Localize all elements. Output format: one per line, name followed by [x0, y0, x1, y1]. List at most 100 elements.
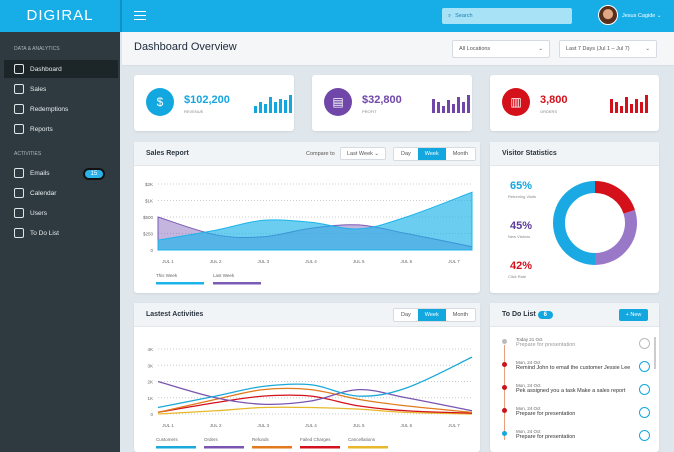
section-label: DATA & ANALYTICS: [14, 46, 60, 52]
calendar-icon: [14, 188, 24, 198]
todo-checkbox[interactable]: [639, 361, 650, 372]
x-tick-label: JUL 2: [210, 259, 222, 264]
todo-checkbox[interactable]: [639, 407, 650, 418]
stat-value: $102,200: [184, 94, 230, 106]
tab-day[interactable]: Day: [394, 309, 418, 321]
mini-bar: [457, 96, 460, 113]
todo-panel: To Do List 6 + New Today 21 Oct Prepare f…: [490, 303, 659, 452]
user-icon: [14, 208, 24, 218]
stat-value: 3,800: [540, 94, 568, 106]
sales-period-tabs: Day Week Month: [393, 147, 477, 161]
avatar[interactable]: [598, 5, 618, 25]
mini-bar: [640, 102, 643, 113]
sidebar-item-label: Dashboard: [30, 65, 62, 73]
mini-bar: [432, 98, 435, 113]
x-tick-label: JUL 5: [353, 259, 365, 264]
search-input[interactable]: ⌕ Search: [442, 8, 572, 24]
y-tick-label: $1K: [145, 199, 153, 204]
todo-item[interactable]: Today 21 Oct Prepare for presentation: [516, 337, 575, 348]
legend-swatch: [156, 282, 204, 285]
menu-icon[interactable]: [134, 11, 146, 20]
topbar: ⌕ Search Jesus Cagide ⌄: [120, 0, 674, 32]
sidebar-item-label: Sales: [30, 85, 47, 93]
mini-bar: [447, 100, 450, 113]
sidebar-item-calendar[interactable]: Calendar: [4, 184, 118, 202]
sidebar-item-users[interactable]: Users: [4, 204, 118, 222]
tag-icon: [14, 84, 24, 94]
new-todo-button[interactable]: + New: [619, 309, 648, 321]
sidebar-item-label: Redemptions: [30, 105, 69, 113]
x-tick-label: JUL 7: [448, 423, 460, 428]
mini-bar-chart: [432, 93, 472, 113]
mini-bar: [467, 95, 470, 113]
compare-value: Last Week: [347, 150, 373, 157]
compare-select[interactable]: Last Week ⌄: [340, 147, 386, 160]
legend-label: This Week: [156, 273, 178, 278]
series-line-customers: [157, 356, 473, 409]
sidebar-item-reports[interactable]: Reports: [4, 120, 118, 138]
todo-text: Remind John to email the customer Jessie…: [516, 365, 631, 371]
todo-text: Prepare for presentation: [516, 434, 576, 440]
legend-swatch: [348, 446, 388, 449]
series-line-failed-charges: [157, 394, 473, 414]
sidebar-item-label: Calendar: [30, 189, 57, 197]
todo-item[interactable]: Mon, 24 Oct Prepare for presentation: [516, 406, 575, 417]
stat-label: PROFIT: [362, 109, 377, 114]
panel-title: Visitor Statistics: [490, 142, 659, 166]
sidebar-item-to-do-list[interactable]: To Do List: [4, 224, 118, 242]
tab-month[interactable]: Month: [445, 309, 476, 321]
y-tick-label: 0: [150, 248, 153, 253]
date-range-select[interactable]: Last 7 Days (Jul 1 – Jul 7) ⌄: [559, 40, 657, 58]
sidebar-item-dashboard[interactable]: Dashboard: [4, 60, 118, 78]
legend-swatch: [252, 446, 292, 449]
bar-chart-icon: [14, 64, 24, 74]
todo-item[interactable]: Mon, 24 Oct Prepare for presentation: [516, 429, 575, 440]
todo-date: Mon, 24 Oct: [516, 429, 541, 434]
timeline-dot: [502, 431, 507, 436]
timeline-dot: [502, 362, 507, 367]
sidebar-item-sales[interactable]: Sales: [4, 80, 118, 98]
mini-bar: [452, 104, 455, 113]
activities-period-tabs: Day Week Month: [393, 308, 477, 322]
visitor-stat-label: Click Rate: [508, 274, 527, 279]
compare-label: Compare to: [306, 151, 335, 157]
sidebar-item-emails[interactable]: Emails: [4, 164, 118, 182]
chevron-down-icon: ⌄: [538, 46, 543, 52]
todo-checkbox[interactable]: [639, 430, 650, 441]
location-value: All Locations: [459, 46, 491, 52]
logo[interactable]: DIGIRAL: [0, 0, 120, 32]
clipboard-icon: ▥: [502, 88, 530, 116]
mini-bar: [645, 95, 648, 113]
visitor-statistics-panel: Visitor Statistics 65% Returning Visits 45…: [490, 142, 659, 293]
pie-icon: [14, 124, 24, 134]
tab-day[interactable]: Day: [394, 148, 418, 160]
range-value: Last 7 Days (Jul 1 – Jul 7): [566, 46, 630, 52]
tab-month[interactable]: Month: [445, 148, 476, 160]
todo-item[interactable]: Mon, 24 Oct Remind John to email the cust…: [516, 360, 630, 371]
timeline-line: [504, 345, 505, 440]
todo-date: Mon, 24 Oct: [516, 360, 541, 365]
todo-title: To Do List: [502, 311, 536, 318]
latest-activities-panel: Lastest Activities Day Week Month 0 1K 2K 3K 4…: [134, 303, 480, 452]
dollar-icon: [14, 104, 24, 114]
mini-bar: [264, 104, 267, 113]
todo-checkbox[interactable]: [639, 384, 650, 395]
tab-week[interactable]: Week: [417, 309, 446, 321]
mini-bar: [625, 96, 628, 113]
tab-week[interactable]: Week: [417, 148, 446, 160]
search-icon: ⌕: [448, 12, 452, 19]
x-tick-label: JUL 4: [305, 423, 317, 428]
mini-bar-chart: [254, 93, 294, 113]
sidebar-item-redemptions[interactable]: Redemptions: [4, 100, 118, 118]
check-circle-icon[interactable]: [639, 338, 650, 349]
todo-item[interactable]: Mon, 24 Oct Pek assigned you a task Make …: [516, 383, 625, 394]
stat-card: ▤ $32,800 PROFIT: [312, 75, 472, 131]
mail-icon: [14, 168, 24, 178]
mini-bar: [442, 105, 445, 113]
location-select[interactable]: All Locations ⌄: [452, 40, 550, 58]
mini-bar-chart: [610, 93, 650, 113]
scrollbar[interactable]: [654, 337, 656, 369]
user-menu[interactable]: Jesus Cagide ⌄: [622, 13, 662, 19]
sidebar-item-label: Reports: [30, 125, 53, 133]
timeline-dot: [502, 385, 507, 390]
